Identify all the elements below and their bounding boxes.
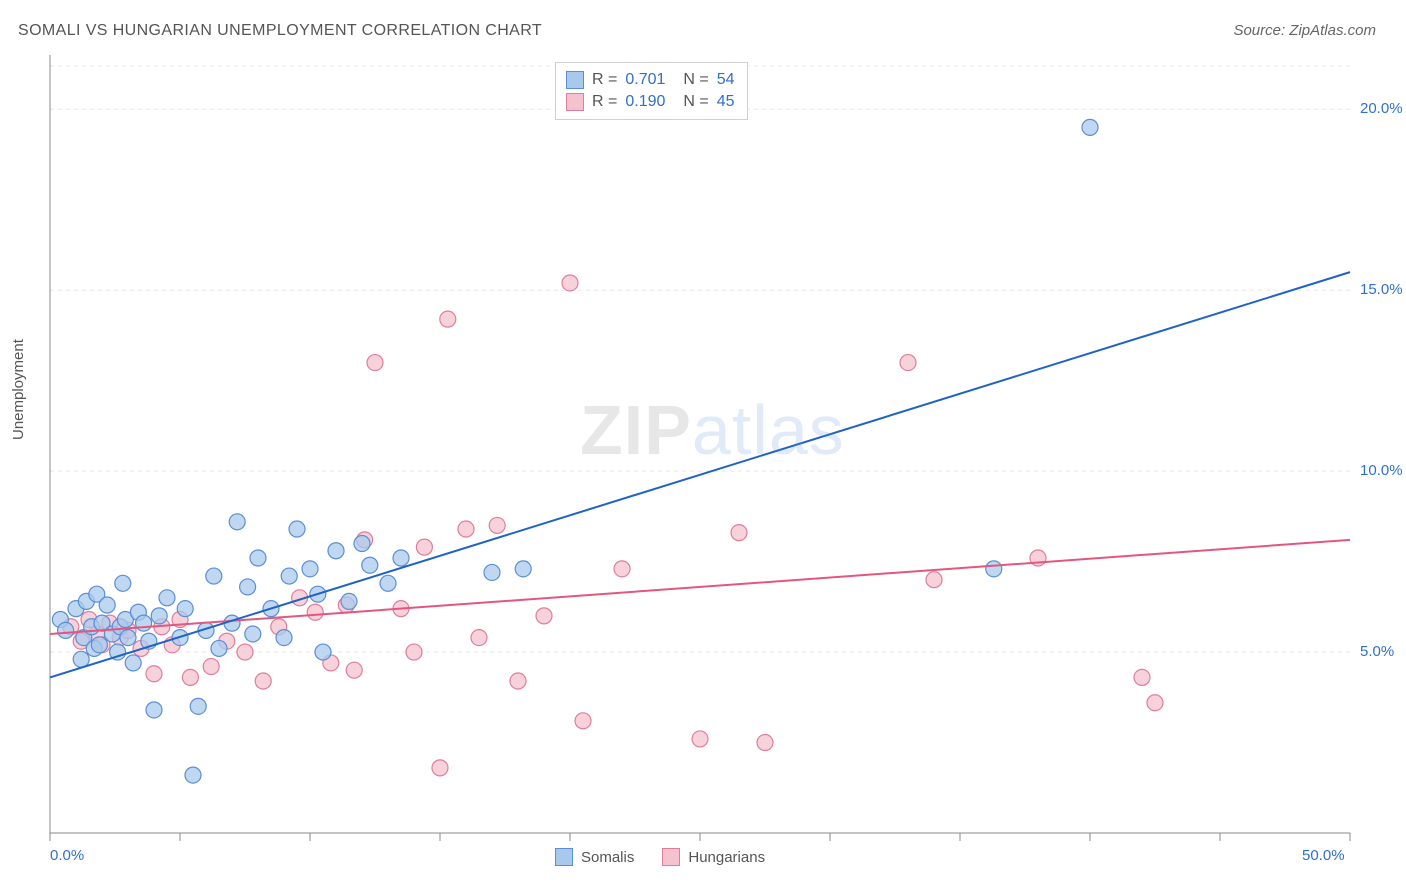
stats-r-label: R = — [592, 91, 617, 113]
data-point — [986, 561, 1002, 577]
legend-item-somalis: Somalis — [555, 848, 634, 866]
stats-n-hungarians: 45 — [717, 91, 735, 113]
stats-r-label: R = — [592, 69, 617, 91]
legend-bottom: Somalis Hungarians — [555, 848, 765, 866]
data-point — [255, 673, 271, 689]
data-point — [575, 713, 591, 729]
trend-line — [50, 272, 1350, 677]
data-point — [346, 662, 362, 678]
data-point — [151, 608, 167, 624]
data-point — [99, 597, 115, 613]
data-point — [302, 561, 318, 577]
data-point — [432, 760, 448, 776]
data-point — [120, 630, 136, 646]
data-point — [515, 561, 531, 577]
data-point — [250, 550, 266, 566]
y-tick-label: 5.0% — [1360, 643, 1394, 660]
x-tick-label: 0.0% — [50, 847, 84, 864]
data-point — [614, 561, 630, 577]
data-point — [182, 669, 198, 685]
data-point — [692, 731, 708, 747]
data-point — [146, 702, 162, 718]
data-point — [393, 550, 409, 566]
data-point — [125, 655, 141, 671]
data-point — [315, 644, 331, 660]
data-point — [1147, 695, 1163, 711]
x-tick-label: 50.0% — [1302, 847, 1345, 864]
stats-row-hungarians: R = 0.190 N = 45 — [566, 91, 735, 113]
data-point — [380, 575, 396, 591]
data-point — [926, 572, 942, 588]
data-point — [136, 615, 152, 631]
data-point — [484, 564, 500, 580]
data-point — [354, 536, 370, 552]
data-point — [510, 673, 526, 689]
data-point — [731, 525, 747, 541]
data-point — [289, 521, 305, 537]
legend-label-hungarians: Hungarians — [688, 849, 765, 866]
data-point — [536, 608, 552, 624]
swatch-hungarians — [566, 93, 584, 111]
swatch-somalis — [566, 71, 584, 89]
data-point — [211, 640, 227, 656]
data-point — [362, 557, 378, 573]
data-point — [190, 698, 206, 714]
legend-swatch-hungarians — [662, 848, 680, 866]
y-tick-label: 10.0% — [1360, 462, 1403, 479]
data-point — [328, 543, 344, 559]
legend-label-somalis: Somalis — [581, 849, 634, 866]
stats-box: R = 0.701 N = 54 R = 0.190 N = 45 — [555, 62, 748, 120]
data-point — [367, 355, 383, 371]
stats-n-label: N = — [683, 91, 708, 113]
chart-stage: SOMALI VS HUNGARIAN UNEMPLOYMENT CORRELA… — [0, 0, 1406, 892]
data-point — [245, 626, 261, 642]
data-point — [281, 568, 297, 584]
data-point — [471, 630, 487, 646]
data-point — [58, 622, 74, 638]
data-point — [341, 593, 357, 609]
stats-row-somalis: R = 0.701 N = 54 — [566, 69, 735, 91]
data-point — [406, 644, 422, 660]
data-point — [900, 355, 916, 371]
data-point — [237, 644, 253, 660]
data-point — [276, 630, 292, 646]
data-point — [91, 637, 107, 653]
data-point — [185, 767, 201, 783]
stats-r-somalis: 0.701 — [625, 69, 665, 91]
data-point — [307, 604, 323, 620]
data-point — [229, 514, 245, 530]
legend-swatch-somalis — [555, 848, 573, 866]
data-point — [416, 539, 432, 555]
stats-r-hungarians: 0.190 — [625, 91, 665, 113]
data-point — [146, 666, 162, 682]
legend-item-hungarians: Hungarians — [662, 848, 765, 866]
data-point — [757, 735, 773, 751]
data-point — [440, 311, 456, 327]
y-tick-label: 15.0% — [1360, 281, 1403, 298]
data-point — [489, 517, 505, 533]
data-point — [159, 590, 175, 606]
data-point — [240, 579, 256, 595]
data-point — [1082, 119, 1098, 135]
data-point — [203, 659, 219, 675]
data-point — [1134, 669, 1150, 685]
data-point — [562, 275, 578, 291]
y-tick-label: 20.0% — [1360, 100, 1403, 117]
stats-n-label: N = — [683, 69, 708, 91]
chart-svg — [0, 0, 1406, 892]
data-point — [177, 601, 193, 617]
data-point — [458, 521, 474, 537]
stats-n-somalis: 54 — [717, 69, 735, 91]
data-point — [206, 568, 222, 584]
data-point — [115, 575, 131, 591]
